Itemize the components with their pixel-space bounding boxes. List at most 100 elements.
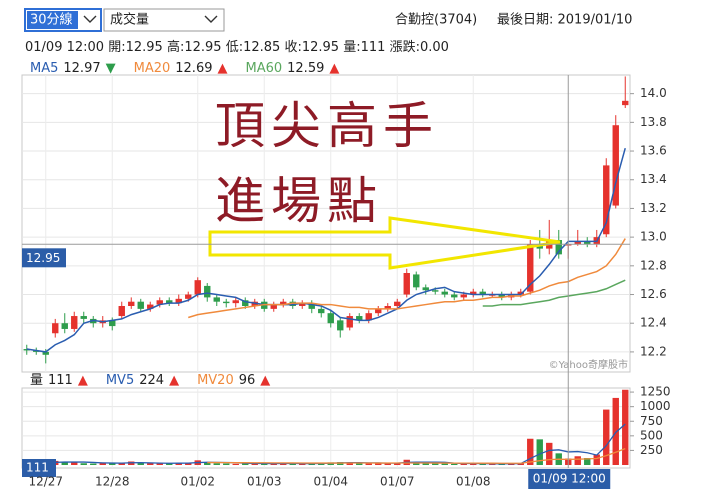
y-tick-label: 13.4: [640, 172, 667, 186]
info-value: 12.85: [243, 40, 280, 55]
y-tick-label: 500: [640, 428, 663, 442]
legend-name: MA60: [245, 61, 282, 76]
y-tick-label: 750: [640, 414, 663, 428]
candle-body: [422, 287, 429, 291]
watermark: ©Yahoo奇摩股市: [549, 358, 628, 371]
period-label: 30分線: [30, 12, 73, 28]
candle-body: [517, 291, 524, 295]
annotation: 進場點: [215, 172, 383, 230]
x-tick-label: 12/27: [28, 475, 63, 489]
candle-body: [242, 300, 249, 306]
y-tick-label: 13.6: [640, 144, 667, 158]
candle-body: [213, 297, 220, 302]
legend-value: 12.59: [287, 61, 324, 76]
legend-trend: ▲: [78, 373, 88, 388]
legend-name: MV5: [106, 373, 134, 388]
volume-bar: [280, 463, 287, 465]
volume-bar: [422, 462, 429, 465]
y-tick-label: 13.8: [640, 115, 667, 129]
info-value: 12.95: [126, 40, 163, 55]
legend-trend: ▲: [217, 61, 227, 76]
info-value: 111: [361, 40, 386, 55]
volume-bar: [299, 463, 306, 465]
legend-name: MA20: [134, 61, 171, 76]
legend-value: 96: [239, 373, 256, 388]
period-highlight: [27, 11, 78, 29]
volume-bar: [622, 389, 629, 465]
mv-line: [26, 423, 626, 465]
y-tick-label: 13.0: [640, 230, 667, 244]
volume-bar: [261, 463, 268, 465]
volume-bar: [270, 463, 277, 465]
candle-body: [612, 125, 619, 206]
volume-bar: [204, 462, 211, 465]
volume-bar: [118, 462, 125, 465]
volume-bar: [527, 438, 534, 465]
candle-body: [337, 320, 344, 331]
legend-trend: ▼: [106, 61, 116, 76]
candle-body: [80, 316, 87, 319]
volume-tag-label: 111: [26, 461, 49, 475]
legend-trend: ▲: [169, 373, 179, 388]
candle-body: [61, 323, 68, 329]
legend-trend: ▲: [329, 61, 339, 76]
info-value: 0.00: [420, 40, 449, 55]
legend: 量 111 ▲ MV5 224 ▲ MV20 96 ▲: [30, 373, 270, 388]
candle-body: [603, 165, 610, 235]
candle-body: [270, 304, 277, 309]
x-tick-label: 01/04: [313, 475, 348, 489]
dropdown-arrow: [204, 15, 218, 23]
y-tick-label: 13.2: [640, 201, 667, 215]
candle-body: [204, 285, 211, 298]
candle-body: [384, 306, 391, 309]
candle-body: [346, 316, 353, 328]
candle-body: [42, 351, 49, 355]
volume-bar: [356, 463, 363, 465]
candle-body: [451, 294, 458, 298]
crosshair: 12.95 111 01/09 12:00: [22, 75, 630, 489]
volume-bar: [166, 463, 173, 465]
volume-bar: [251, 463, 258, 465]
volume-bar: [80, 463, 87, 465]
price-panel: [21, 74, 631, 373]
legend-name: MV20: [197, 373, 234, 388]
candle-body: [166, 300, 173, 304]
candle-body: [175, 298, 182, 304]
x-tick-label: 01/07: [380, 475, 415, 489]
y-tick-label: 1000: [640, 399, 671, 413]
ma-line: [482, 279, 626, 307]
volume-bar: [289, 463, 296, 465]
volume-bar: [432, 463, 439, 465]
legend: MA5 12.97 ▼ MA20 12.69 ▲ MA60 12.59 ▲: [30, 61, 339, 76]
candle-body: [137, 301, 144, 309]
volume-bar: [232, 463, 239, 465]
candle-body: [147, 304, 154, 309]
x-tick-label: 01/03: [247, 475, 282, 489]
x-tick-label: 01/08: [456, 475, 491, 489]
y-tick-label: 12.6: [640, 287, 667, 301]
info-label: 漲跌:: [390, 39, 420, 55]
volume-bar: [71, 462, 78, 465]
price-tag: [22, 248, 66, 268]
legend-trend: ▲: [260, 373, 270, 388]
info-label: 量:: [343, 40, 360, 55]
candle-body: [413, 274, 420, 288]
candle-body: [498, 294, 505, 298]
candle-body: [555, 240, 562, 255]
candle-body: [479, 291, 486, 295]
volume-bar: [394, 462, 401, 465]
candle-body: [403, 273, 410, 295]
stock-name: 合勤控(3704): [395, 13, 477, 28]
volume-bar: [479, 463, 486, 465]
dropdown-arrow: [83, 15, 97, 23]
info-label: 低:: [226, 40, 243, 55]
time-tag: [528, 469, 611, 489]
y-tick-label: 14.0: [640, 86, 667, 100]
candle-body: [223, 301, 230, 304]
indicator-select[interactable]: [103, 8, 225, 32]
volume-bar: [546, 442, 553, 465]
volume-bar: [147, 463, 154, 465]
legend-value: 111: [48, 373, 73, 388]
indicator-label: 成交量: [110, 12, 149, 28]
candle-body: [441, 291, 448, 295]
